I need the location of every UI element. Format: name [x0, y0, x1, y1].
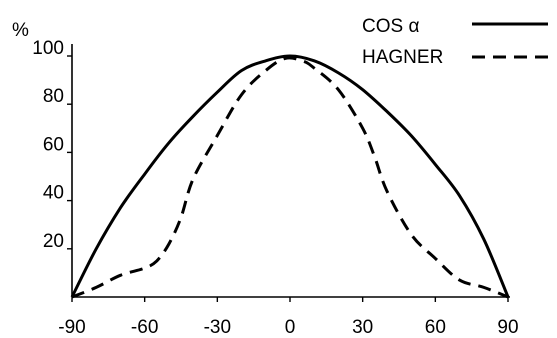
y-tick-label: 80 — [43, 86, 64, 107]
x-tick-label: -90 — [58, 317, 85, 338]
ticks: 20 40 60 80 100 -90 -60 -30 0 30 60 90 — [32, 38, 518, 338]
x-tick-label: 90 — [497, 317, 518, 338]
series-line-hagner — [71, 56, 509, 299]
x-tick-label: 60 — [425, 317, 446, 338]
legend-label-hagner: HAGNER — [362, 47, 443, 68]
y-tick-label: 100 — [32, 38, 64, 59]
y-axis-label: % — [12, 20, 29, 41]
y-tick-label: 20 — [43, 231, 64, 252]
y-tick-label: 40 — [43, 183, 64, 204]
y-tick-label: 60 — [43, 134, 64, 155]
x-tick-label: 30 — [352, 317, 373, 338]
x-tick-label: -60 — [131, 317, 158, 338]
series-layer — [70, 54, 510, 299]
x-tick-label: -30 — [204, 317, 231, 338]
x-tick-label: 0 — [285, 317, 296, 338]
legend: COS α HAGNER — [362, 16, 548, 68]
legend-label-cos-alpha: COS α — [362, 16, 419, 37]
series-line-cos-alpha — [70, 54, 510, 298]
